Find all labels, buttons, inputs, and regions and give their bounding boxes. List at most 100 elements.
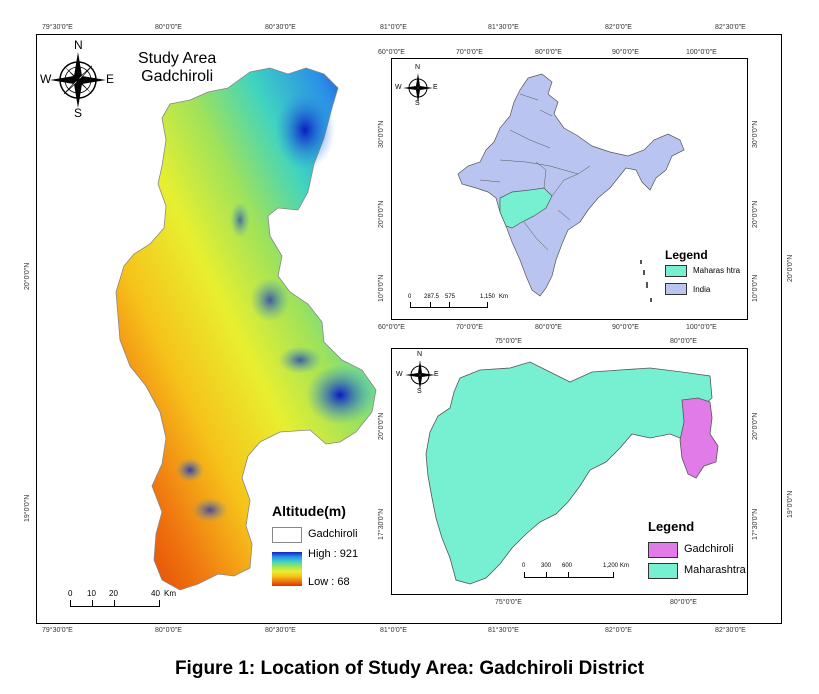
maharashtra-scale-bar xyxy=(524,572,614,578)
compass-rose-icon xyxy=(403,73,433,103)
main-map-title-line2: Gadchiroli xyxy=(141,68,214,85)
tick-label: 82°0'0"E xyxy=(605,627,632,634)
tick-label: 19°0'0"N xyxy=(787,490,794,518)
tick-label: 80°0'0"E xyxy=(155,627,182,634)
compass-e-label: E xyxy=(434,371,439,378)
main-map-title: Study Area Gadchiroli xyxy=(138,50,216,86)
scale-unit: Km xyxy=(620,563,629,569)
scale-unit: Km xyxy=(499,294,508,300)
india-inset-frame xyxy=(391,58,748,320)
scale-label: 575 xyxy=(445,294,456,300)
maharashtra-legend-label: Maharas htra xyxy=(693,266,741,275)
india-legend-title: Legend xyxy=(665,248,708,262)
altitude-color-ramp xyxy=(272,552,302,586)
maharashtra-legend-label: Maharashtra xyxy=(684,564,746,576)
tick-label: 20°0'0"N xyxy=(24,262,31,290)
scale-label: 0 xyxy=(408,294,412,300)
compass-w-label: W xyxy=(40,72,52,86)
tick-label: 30°0'0"N xyxy=(378,120,385,148)
tick-label: 10°0'0"N xyxy=(752,274,759,302)
tick-label: 17°30'0"N xyxy=(752,508,759,540)
scale-label: 40 xyxy=(151,589,160,598)
scale-label: 0 xyxy=(68,589,73,598)
scale-unit: Km xyxy=(164,589,176,598)
tick-label: 20°0'0"N xyxy=(787,254,794,282)
compass-n-label: N xyxy=(417,351,423,358)
gadchiroli-legend-label: Gadchiroli xyxy=(684,543,734,555)
tick-label: 81°30'0"E xyxy=(488,627,519,634)
tick-label: 80°0'0"E xyxy=(535,49,562,56)
tick-label: 80°30'0"E xyxy=(265,627,296,634)
tick-label: 75°0'0"E xyxy=(495,599,522,606)
compass-rose-icon xyxy=(50,52,106,108)
tick-label: 20°0'0"N xyxy=(378,412,385,440)
scale-label: 600 xyxy=(562,563,573,569)
compass-e-label: E xyxy=(433,84,438,91)
map-figure-frame xyxy=(36,34,782,624)
figure-caption: Figure 1: Location of Study Area: Gadchi… xyxy=(174,658,645,679)
main-map-title-line1: Study Area xyxy=(138,50,217,67)
india-map xyxy=(457,73,685,302)
compass-s-label: S xyxy=(74,106,83,120)
india-legend-label: India xyxy=(693,285,711,294)
compass-w-label: W xyxy=(396,371,403,378)
tick-label: 20°0'0"N xyxy=(378,200,385,228)
tick-label: 90°0'0"E xyxy=(612,324,639,331)
tick-label: 82°30'0"E xyxy=(715,24,746,31)
tick-label: 82°0'0"E xyxy=(605,24,632,31)
tick-label: 100°0'0"E xyxy=(686,49,717,56)
tick-label: 60°0'0"E xyxy=(378,324,405,331)
gadchiroli-boundary-label: Gadchiroli xyxy=(308,528,358,540)
scale-label: 1,150 xyxy=(480,294,496,300)
tick-label: 60°0'0"E xyxy=(378,49,405,56)
compass-n-label: N xyxy=(415,64,421,71)
scale-label: 20 xyxy=(109,589,118,598)
gadchiroli-swatch xyxy=(648,542,678,558)
scale-label: 10 xyxy=(87,589,96,598)
tick-label: 30°0'0"N xyxy=(752,120,759,148)
maharashtra-swatch xyxy=(648,563,678,579)
tick-label: 75°0'0"E xyxy=(495,338,522,345)
maharashtra-map xyxy=(425,361,719,585)
tick-label: 20°0'0"N xyxy=(752,412,759,440)
tick-label: 19°0'0"N xyxy=(24,494,31,522)
tick-label: 80°0'0"E xyxy=(670,599,697,606)
maharashtra-swatch xyxy=(665,265,687,277)
compass-n-label: N xyxy=(74,38,83,52)
tick-label: 20°0'0"N xyxy=(752,200,759,228)
tick-label: 70°0'0"E xyxy=(456,324,483,331)
gadchiroli-boundary-swatch xyxy=(272,527,302,543)
india-scale-bar xyxy=(410,302,488,308)
scale-label: 300 xyxy=(541,563,552,569)
tick-label: 70°0'0"E xyxy=(456,49,483,56)
india-swatch xyxy=(665,283,687,295)
compass-w-label: W xyxy=(395,84,402,91)
gadchiroli-elevation-map xyxy=(115,67,377,591)
compass-rose-icon xyxy=(405,360,435,390)
maharashtra-legend-title: Legend xyxy=(648,519,695,534)
compass-s-label: S xyxy=(417,388,422,395)
tick-label: 79°30'0"E xyxy=(42,24,73,31)
tick-label: 80°0'0"E xyxy=(155,24,182,31)
scale-label: 1,200 xyxy=(603,563,619,569)
tick-label: 17°30'0"N xyxy=(378,508,385,540)
altitude-low-label: Low : 68 xyxy=(308,576,350,588)
tick-label: 80°0'0"E xyxy=(535,324,562,331)
tick-label: 80°0'0"E xyxy=(670,338,697,345)
tick-label: 82°30'0"E xyxy=(715,627,746,634)
compass-e-label: E xyxy=(106,72,115,86)
tick-label: 81°0'0"E xyxy=(380,627,407,634)
tick-label: 81°0'0"E xyxy=(380,24,407,31)
maharashtra-inset-frame xyxy=(391,348,748,595)
tick-label: 100°0'0"E xyxy=(686,324,717,331)
altitude-legend-title: Altitude(m) xyxy=(272,503,346,519)
main-scale-bar xyxy=(70,600,160,607)
tick-label: 80°30'0"E xyxy=(265,24,296,31)
tick-label: 79°30'0"E xyxy=(42,627,73,634)
compass-s-label: S xyxy=(415,100,420,107)
scale-label: 287.5 xyxy=(424,294,440,300)
tick-label: 90°0'0"E xyxy=(612,49,639,56)
tick-label: 10°0'0"N xyxy=(378,274,385,302)
scale-label: 0 xyxy=(522,563,526,569)
altitude-high-label: High : 921 xyxy=(308,548,359,560)
